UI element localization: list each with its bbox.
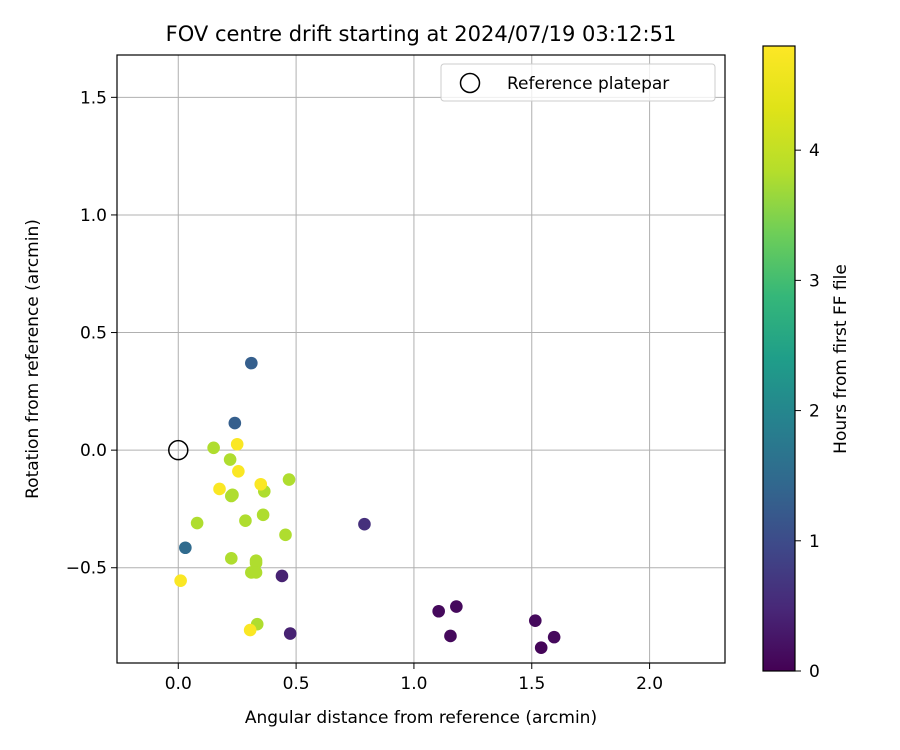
data-point [239,514,252,528]
data-point [226,488,239,502]
legend: Reference platepar [440,63,716,102]
data-point [249,556,263,570]
x-tick-label: 0.0 [165,674,192,694]
y-axis-ticks: −0.5 0.0 0.5 1.0 1.5 [66,88,117,579]
data-point [232,465,245,478]
data-point [450,600,463,613]
data-point [534,641,548,655]
colorbar-tick-label: 3 [809,271,820,291]
data-point [432,604,445,618]
data-point [243,623,257,637]
reference-platepar-marker [168,439,189,461]
x-tick-label: 0.5 [283,674,310,694]
colorbar-label: Hours from first FF file [831,264,851,454]
data-point [224,552,238,565]
legend-label: Reference platepar [507,74,669,94]
colorbar-tick-label: 4 [809,141,820,161]
colorbar-tick-label: 1 [809,532,820,552]
colorbar-tick-label: 2 [809,402,820,422]
plot-background [117,55,725,663]
chart-title: FOV centre drift starting at 2024/07/19 … [166,22,677,46]
plot-frame [116,54,726,664]
plot-area: 0.0 0.5 1.0 1.5 2.0 −0.5 0.0 0.5 1.0 1.5 [66,54,726,694]
colorbar-gradient [763,46,795,671]
data-point [249,566,263,579]
data-point [282,473,296,486]
data-point [358,517,371,531]
colorbar-frame [762,45,796,672]
data-point [174,574,187,587]
colorbar-tick-label: 0 [809,662,820,682]
data-point [279,528,292,542]
y-tick-label: 0.0 [80,441,107,461]
data-point [230,437,244,451]
data-point [275,569,289,583]
data-point [179,541,192,555]
data-point [444,629,457,643]
y-tick-label: 1.5 [80,88,107,108]
data-point [256,508,270,522]
data-point [528,614,542,627]
x-tick-label: 2.0 [636,674,663,694]
y-tick-label: 1.0 [80,206,107,226]
legend-marker-icon [459,72,481,94]
data-point [547,630,561,644]
x-axis-label: Angular distance from reference (arcmin) [245,708,597,728]
y-axis-label: Rotation from reference (arcmin) [23,219,43,499]
colorbar-ticks: 0 1 2 3 4 [795,141,820,682]
x-tick-label: 1.0 [400,674,427,694]
data-point [223,453,237,466]
data-point [228,416,242,430]
colorbar: 0 1 2 3 4 Hours from first FF file [762,45,851,682]
data-point [190,516,204,530]
legend-box [440,63,716,102]
data-point [254,477,268,491]
data-point [207,441,220,455]
x-tick-label: 1.5 [518,674,545,694]
y-tick-label: 0.5 [80,324,107,344]
data-point [213,482,226,496]
data-point [283,627,297,640]
x-axis-ticks: 0.0 0.5 1.0 1.5 2.0 [165,663,663,694]
data-points [174,356,561,655]
data-point [245,356,258,370]
y-tick-label: −0.5 [66,559,107,579]
